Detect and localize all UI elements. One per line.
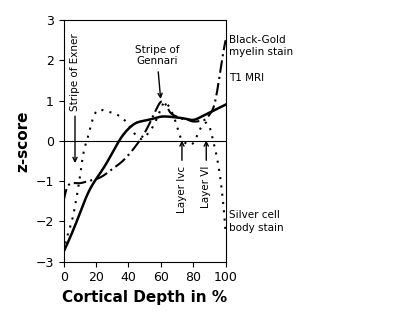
Text: Stripe of Exner: Stripe of Exner: [70, 33, 80, 162]
Text: T1 MRI: T1 MRI: [229, 73, 264, 84]
Text: Layer VI: Layer VI: [201, 142, 211, 208]
Text: Silver cell
body stain: Silver cell body stain: [229, 210, 283, 233]
Text: Black-Gold
myelin stain: Black-Gold myelin stain: [229, 35, 293, 57]
Text: Layer Ivc: Layer Ivc: [177, 142, 187, 213]
Text: Stripe of
Gennari: Stripe of Gennari: [134, 45, 179, 98]
X-axis label: Cortical Depth in %: Cortical Depth in %: [62, 290, 227, 305]
Y-axis label: z-score: z-score: [15, 110, 30, 172]
